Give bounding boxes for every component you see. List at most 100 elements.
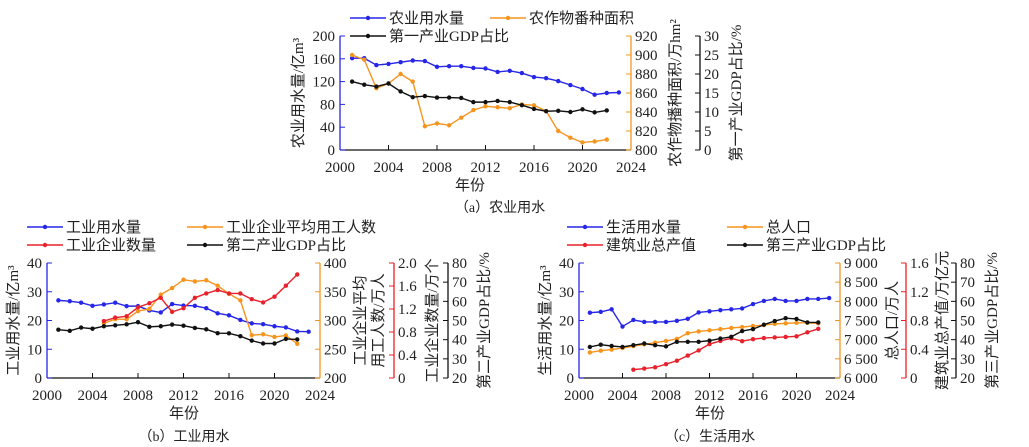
data-point xyxy=(78,325,84,330)
data-point xyxy=(556,108,561,114)
y-axis-title: 工业用水量/亿m³ xyxy=(5,265,22,376)
legend-label: 生活用水量 xyxy=(606,219,681,236)
data-point xyxy=(434,95,440,100)
data-point xyxy=(226,291,232,296)
y-tick-label: 20 xyxy=(704,67,719,83)
x-axis-label: 年份 xyxy=(169,405,199,422)
series-line xyxy=(352,57,619,96)
chart-panel-1: 2000 2004 2008 2012 2016 2020 2024年份（a）农业用水040… xyxy=(290,10,745,216)
data-point xyxy=(113,315,118,320)
data-point xyxy=(226,331,232,336)
y-axis-title: 第一产业GDP占比/% xyxy=(727,25,745,162)
y-tick-label: 1.2 xyxy=(398,302,417,318)
data-point xyxy=(56,327,61,332)
y-tick-label: 2.0 xyxy=(398,256,417,272)
data-point xyxy=(169,285,175,291)
data-point xyxy=(249,338,254,343)
data-point xyxy=(794,334,799,339)
data-point xyxy=(67,328,72,334)
y-tick-label: 30 xyxy=(559,285,574,301)
data-point xyxy=(410,79,415,84)
data-point xyxy=(631,367,636,372)
data-point xyxy=(663,338,669,344)
data-point xyxy=(587,310,593,315)
data-point xyxy=(471,99,476,105)
data-point xyxy=(631,317,636,323)
data-point xyxy=(620,344,625,350)
data-point xyxy=(398,89,403,94)
data-point xyxy=(158,292,163,297)
data-point xyxy=(631,343,636,348)
y-tick-label: 20 xyxy=(452,371,467,387)
y-tick-label: 50 xyxy=(452,314,467,330)
data-point xyxy=(113,323,118,328)
legend-marker xyxy=(582,242,588,248)
y-tick-label: 20 xyxy=(27,314,42,330)
data-point xyxy=(101,318,107,324)
panel-caption: （b）工业用水 xyxy=(139,429,230,445)
x-tick-label: 2020 xyxy=(568,160,598,176)
data-point xyxy=(158,310,163,315)
data-point xyxy=(816,326,821,332)
y-axis-title: 工业企业平均 xyxy=(351,275,369,365)
data-point xyxy=(422,58,428,64)
y-tick-label: 10 xyxy=(704,105,719,121)
data-point xyxy=(642,366,647,371)
legend-marker xyxy=(202,224,208,230)
data-point xyxy=(543,109,549,114)
x-tick-label: 2004 xyxy=(608,388,639,404)
x-tick-label: 2004 xyxy=(374,160,405,176)
y-tick-label: 25 xyxy=(704,48,719,64)
y-tick-label: 350 xyxy=(324,285,347,301)
data-point xyxy=(483,66,488,71)
legend-label: 农业用水量 xyxy=(389,10,464,27)
y-tick-label: 860 xyxy=(635,86,658,102)
data-point xyxy=(531,106,537,112)
data-point xyxy=(386,81,391,86)
x-tick-label: 2024 xyxy=(616,160,647,176)
data-point xyxy=(642,319,647,325)
data-point xyxy=(592,110,597,115)
data-point xyxy=(204,327,209,332)
y-tick-label: 0.4 xyxy=(910,342,929,358)
data-point xyxy=(609,347,614,352)
data-point xyxy=(707,328,712,333)
data-point xyxy=(434,64,440,69)
y-tick-label: 250 xyxy=(324,342,347,358)
data-point xyxy=(181,323,186,328)
y-tick-label: 9 000 xyxy=(844,256,878,272)
x-tick-label: 2008 xyxy=(422,160,452,176)
data-point xyxy=(349,79,355,84)
data-point xyxy=(295,337,300,342)
data-point xyxy=(507,106,512,111)
data-point xyxy=(101,302,107,307)
data-point xyxy=(124,317,129,322)
y-axis-title: 农业用水量/亿m³ xyxy=(290,37,307,148)
data-point xyxy=(349,52,355,58)
data-point xyxy=(568,135,573,140)
data-point xyxy=(674,339,680,344)
y-tick-label: 8 500 xyxy=(844,275,878,291)
data-point xyxy=(446,123,452,128)
data-point xyxy=(362,82,367,87)
data-point xyxy=(215,330,220,336)
data-point xyxy=(531,103,537,108)
y-tick-label: 80 xyxy=(320,97,335,113)
legend-label: 第三产业GDP占比 xyxy=(766,236,886,254)
y-tick-label: 0 xyxy=(704,143,712,159)
data-point xyxy=(272,324,277,329)
data-point xyxy=(685,353,690,358)
y-tick-label: 40 xyxy=(452,333,467,349)
y-tick-label: 1.6 xyxy=(398,279,417,295)
data-point xyxy=(652,319,658,325)
y-tick-label: 70 xyxy=(452,275,467,291)
panel-caption: （a）农业用水 xyxy=(455,200,545,216)
y-tick-label: 800 xyxy=(635,143,658,159)
data-point xyxy=(580,86,585,92)
y-tick-label: 80 xyxy=(452,256,467,272)
data-point xyxy=(507,99,512,105)
data-point xyxy=(135,305,141,310)
x-tick-label: 2004 xyxy=(78,388,109,404)
data-point xyxy=(729,307,734,312)
